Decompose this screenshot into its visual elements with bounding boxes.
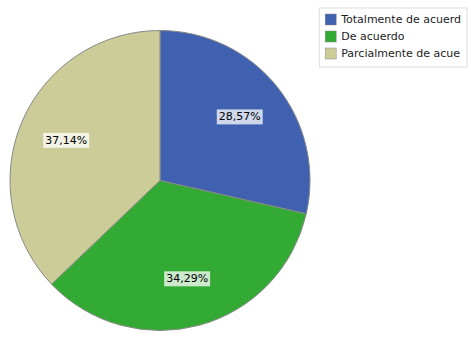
data-label-background xyxy=(164,271,210,286)
data-label-group: 28,57% xyxy=(217,109,263,124)
legend-swatch xyxy=(325,14,336,25)
chart: 28,57% 34,29% 37,14% Totalmente de acuerd De… xyxy=(0,0,471,361)
data-label-background xyxy=(43,133,89,148)
legend-frame xyxy=(319,8,467,67)
legend: Totalmente de acuerd De acuerdo Parcialmen… xyxy=(319,8,467,67)
legend-item: Parcialmente de acue xyxy=(325,47,460,60)
legend-label: Totalmente de acuerd xyxy=(340,13,461,26)
legend-item: De acuerdo xyxy=(325,30,405,43)
data-label: 34,29% xyxy=(166,272,208,285)
data-label-group: 34,29% xyxy=(164,271,210,286)
data-label-background xyxy=(217,109,263,124)
legend-label: Parcialmente de acue xyxy=(341,47,460,60)
data-label: 28,57% xyxy=(219,110,261,123)
data-labels: 28,57% 34,29% 37,14% xyxy=(43,109,262,286)
data-label-group: 37,14% xyxy=(43,133,89,148)
legend-swatch xyxy=(325,48,336,59)
slice xyxy=(10,31,160,285)
legend-item: Totalmente de acuerd xyxy=(325,13,461,26)
legend-swatch xyxy=(325,31,336,42)
data-label: 37,14% xyxy=(45,134,87,147)
pie xyxy=(10,31,310,331)
legend-label: De acuerdo xyxy=(341,30,405,43)
